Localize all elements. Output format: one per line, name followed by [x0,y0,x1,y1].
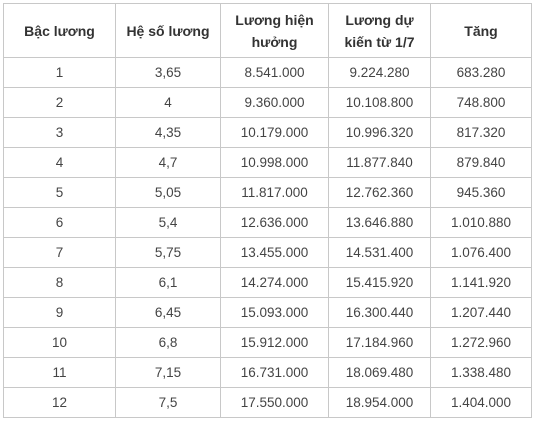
table-row: 5 5,05 11.817.000 12.762.360 945.360 [3,177,532,208]
header-bac-luong: Bậc lương [3,3,116,58]
cell-luong-hien-huong: 14.274.000 [220,267,329,298]
cell-he-so-luong: 5,75 [115,237,221,268]
cell-luong-du-kien: 18.069.480 [328,357,431,388]
cell-luong-hien-huong: 9.360.000 [220,87,329,118]
salary-table: Bậc lương Hệ số lương Lương hiện hưởng L… [3,3,532,418]
cell-luong-du-kien: 13.646.880 [328,207,431,238]
table-row: 1 3,65 8.541.000 9.224.280 683.280 [3,57,532,88]
cell-luong-du-kien: 12.762.360 [328,177,431,208]
cell-luong-du-kien: 17.184.960 [328,327,431,358]
cell-bac-luong: 6 [3,207,116,238]
cell-tang: 1.207.440 [430,297,532,328]
cell-tang: 879.840 [430,147,532,178]
cell-luong-hien-huong: 13.455.000 [220,237,329,268]
cell-tang: 1.338.480 [430,357,532,388]
table-row: 12 7,5 17.550.000 18.954.000 1.404.000 [3,387,532,418]
table-row: 9 6,45 15.093.000 16.300.440 1.207.440 [3,297,532,328]
cell-tang: 945.360 [430,177,532,208]
header-row: Bậc lương Hệ số lương Lương hiện hưởng L… [3,3,532,58]
cell-luong-hien-huong: 17.550.000 [220,387,329,418]
header-luong-du-kien: Lương dự kiến từ 1/7 [328,3,431,58]
table-row: 8 6,1 14.274.000 15.415.920 1.141.920 [3,267,532,298]
cell-luong-hien-huong: 12.636.000 [220,207,329,238]
cell-bac-luong: 7 [3,237,116,268]
cell-luong-du-kien: 16.300.440 [328,297,431,328]
table-row: 10 6,8 15.912.000 17.184.960 1.272.960 [3,327,532,358]
cell-luong-du-kien: 14.531.400 [328,237,431,268]
cell-tang: 1.404.000 [430,387,532,418]
cell-luong-hien-huong: 8.541.000 [220,57,329,88]
cell-he-so-luong: 6,8 [115,327,221,358]
cell-he-so-luong: 3,65 [115,57,221,88]
table-row: 2 4 9.360.000 10.108.800 748.800 [3,87,532,118]
cell-he-so-luong: 4,7 [115,147,221,178]
cell-he-so-luong: 4 [115,87,221,118]
table-row: 7 5,75 13.455.000 14.531.400 1.076.400 [3,237,532,268]
header-he-so-luong: Hệ số lương [115,3,221,58]
cell-he-so-luong: 4,35 [115,117,221,148]
cell-luong-du-kien: 9.224.280 [328,57,431,88]
cell-bac-luong: 12 [3,387,116,418]
cell-he-so-luong: 5,05 [115,177,221,208]
table-row: 4 4,7 10.998.000 11.877.840 879.840 [3,147,532,178]
cell-luong-du-kien: 11.877.840 [328,147,431,178]
cell-luong-hien-huong: 10.998.000 [220,147,329,178]
cell-luong-hien-huong: 10.179.000 [220,117,329,148]
table-row: 11 7,15 16.731.000 18.069.480 1.338.480 [3,357,532,388]
cell-bac-luong: 11 [3,357,116,388]
cell-bac-luong: 8 [3,267,116,298]
cell-luong-du-kien: 18.954.000 [328,387,431,418]
cell-bac-luong: 1 [3,57,116,88]
cell-he-so-luong: 6,1 [115,267,221,298]
cell-bac-luong: 2 [3,87,116,118]
header-tang: Tăng [430,3,532,58]
cell-luong-hien-huong: 15.093.000 [220,297,329,328]
table-row: 6 5,4 12.636.000 13.646.880 1.010.880 [3,207,532,238]
cell-bac-luong: 9 [3,297,116,328]
cell-tang: 1.272.960 [430,327,532,358]
cell-luong-hien-huong: 15.912.000 [220,327,329,358]
cell-luong-hien-huong: 16.731.000 [220,357,329,388]
cell-luong-du-kien: 10.996.320 [328,117,431,148]
header-luong-hien-huong: Lương hiện hưởng [220,3,329,58]
cell-he-so-luong: 5,4 [115,207,221,238]
cell-bac-luong: 10 [3,327,116,358]
cell-tang: 1.076.400 [430,237,532,268]
cell-luong-du-kien: 10.108.800 [328,87,431,118]
cell-tang: 683.280 [430,57,532,88]
cell-he-so-luong: 7,5 [115,387,221,418]
cell-bac-luong: 3 [3,117,116,148]
cell-luong-hien-huong: 11.817.000 [220,177,329,208]
cell-tang: 817.320 [430,117,532,148]
table-row: 3 4,35 10.179.000 10.996.320 817.320 [3,117,532,148]
cell-bac-luong: 5 [3,177,116,208]
cell-luong-du-kien: 15.415.920 [328,267,431,298]
cell-tang: 1.010.880 [430,207,532,238]
cell-he-so-luong: 7,15 [115,357,221,388]
cell-tang: 1.141.920 [430,267,532,298]
cell-tang: 748.800 [430,87,532,118]
cell-he-so-luong: 6,45 [115,297,221,328]
cell-bac-luong: 4 [3,147,116,178]
